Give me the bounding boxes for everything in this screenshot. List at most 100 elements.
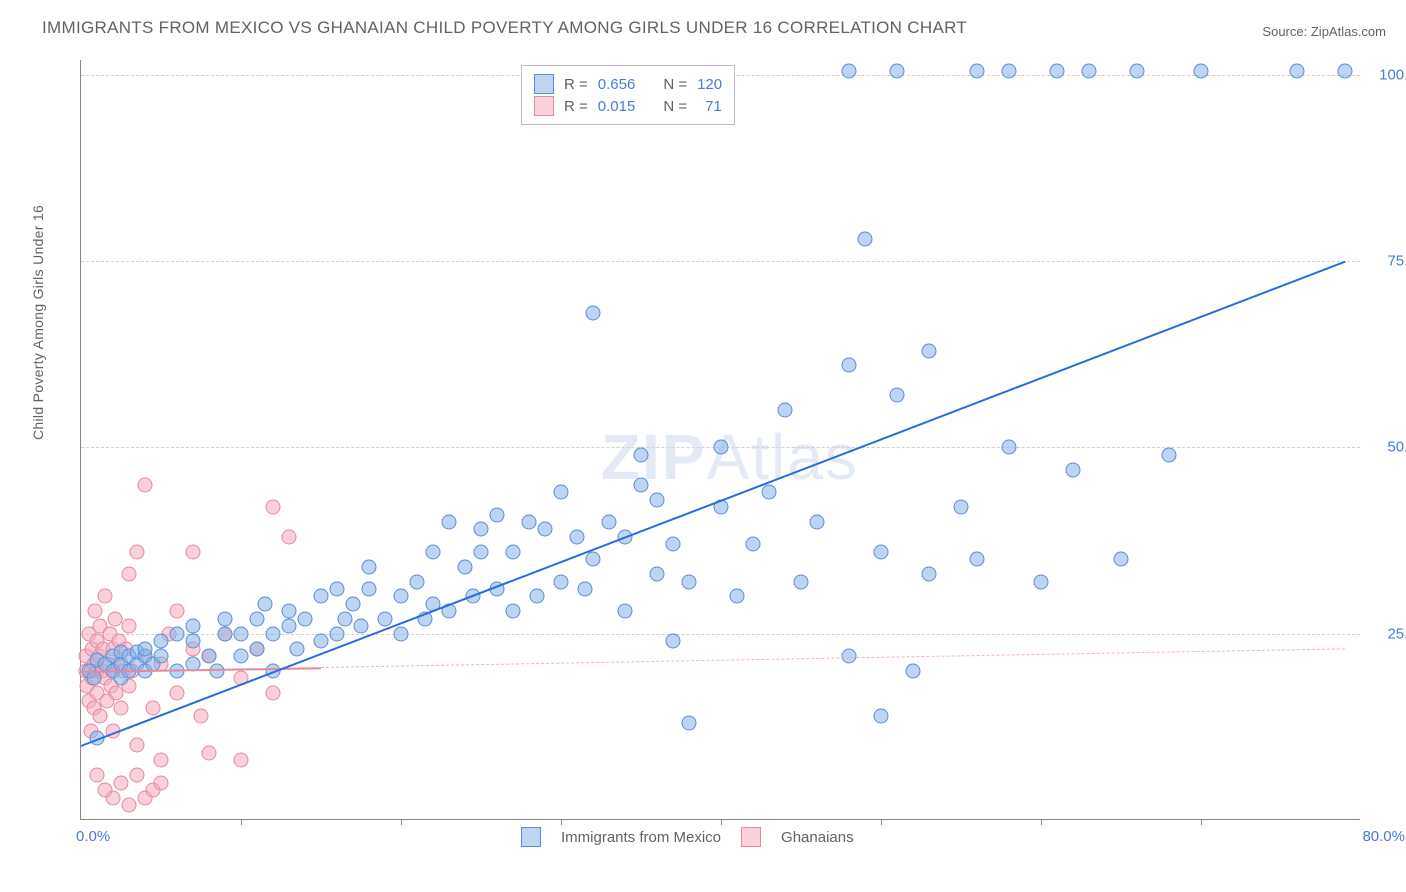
scatter-point [474,522,489,537]
scatter-point [170,686,185,701]
scatter-point [122,798,137,813]
scatter-point [1002,64,1017,79]
scatter-point [234,649,249,664]
scatter-point [250,611,265,626]
scatter-point [394,589,409,604]
swatch-mexico [534,74,554,94]
trend-line [321,649,1345,669]
scatter-point [1034,574,1049,589]
scatter-point [506,544,521,559]
source-value: ZipAtlas.com [1311,24,1386,39]
scatter-point [954,500,969,515]
scatter-point [378,611,393,626]
r-label: R = [564,98,588,115]
scatter-point [714,440,729,455]
scatter-point [98,783,113,798]
scatter-point [554,485,569,500]
scatter-point [1114,552,1129,567]
x-tick [561,819,562,825]
x-tick [1201,819,1202,825]
scatter-point [1290,64,1305,79]
scatter-point [1066,462,1081,477]
scatter-point [170,604,185,619]
scatter-point [330,582,345,597]
scatter-point [122,619,137,634]
scatter-point [586,552,601,567]
scatter-point [86,671,101,686]
scatter-point [338,611,353,626]
x-tick-right: 80.0% [1362,828,1405,845]
scatter-point [554,574,569,589]
scatter-point [890,64,905,79]
scatter-point [154,753,169,768]
scatter-point [362,582,377,597]
y-tick-label: 75.0% [1370,253,1406,270]
n-label: N = [663,76,687,93]
scatter-point [314,589,329,604]
scatter-point [170,626,185,641]
scatter-point [146,701,161,716]
scatter-point [874,708,889,723]
scatter-point [778,403,793,418]
scatter-point [970,552,985,567]
scatter-point [186,634,201,649]
watermark-bold: ZIP [601,421,707,493]
scatter-point [282,529,297,544]
r-value-ghana: 0.015 [598,98,636,115]
chart-plot-area: ZIPAtlas R = 0.656 N = 120 R = 0.015 N =… [80,60,1360,820]
swatch-mexico [521,827,541,847]
scatter-point [970,64,985,79]
scatter-point [474,544,489,559]
scatter-point [922,567,937,582]
scatter-point [93,708,108,723]
x-tick [1041,819,1042,825]
series-label-mexico: Immigrants from Mexico [561,829,721,846]
scatter-point [130,544,145,559]
scatter-point [154,649,169,664]
scatter-point [842,64,857,79]
source-label: Source: [1262,24,1307,39]
scatter-point [570,529,585,544]
scatter-point [354,619,369,634]
scatter-point [346,596,361,611]
scatter-point [234,753,249,768]
swatch-ghana [741,827,761,847]
scatter-point [1002,440,1017,455]
scatter-point [290,641,305,656]
scatter-point [130,738,145,753]
n-value-mexico: 120 [697,76,722,93]
scatter-point [746,537,761,552]
scatter-point [530,589,545,604]
scatter-point [98,589,113,604]
scatter-point [410,574,425,589]
legend-row-mexico: R = 0.656 N = 120 [534,74,722,94]
scatter-point [107,611,122,626]
scatter-point [250,641,265,656]
n-label: N = [663,98,687,115]
scatter-point [842,649,857,664]
scatter-point [458,559,473,574]
scatter-point [314,634,329,649]
scatter-point [922,343,937,358]
scatter-point [522,514,537,529]
scatter-point [202,745,217,760]
x-tick [881,819,882,825]
scatter-point [682,716,697,731]
legend-row-ghana: R = 0.015 N = 71 [534,96,722,116]
scatter-point [330,626,345,641]
y-tick-label: 25.0% [1370,625,1406,642]
scatter-point [218,626,233,641]
scatter-point [138,477,153,492]
scatter-point [586,306,601,321]
scatter-point [890,388,905,403]
scatter-point [650,492,665,507]
scatter-point [1194,64,1209,79]
scatter-point [1050,64,1065,79]
scatter-point [794,574,809,589]
scatter-point [282,619,297,634]
scatter-point [842,358,857,373]
scatter-point [122,567,137,582]
scatter-point [634,477,649,492]
scatter-point [154,775,169,790]
r-value-mexico: 0.656 [598,76,636,93]
